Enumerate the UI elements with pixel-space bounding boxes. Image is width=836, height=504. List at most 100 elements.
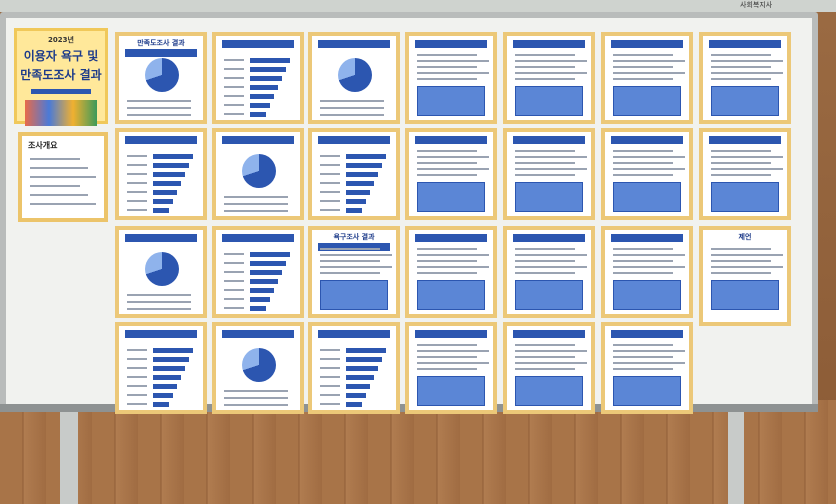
report-card — [308, 32, 400, 124]
bar — [153, 172, 185, 177]
text-line — [320, 349, 340, 351]
text-line — [320, 100, 384, 102]
text-line — [127, 191, 147, 193]
text-line — [711, 150, 771, 152]
text-line — [613, 368, 673, 370]
report-card — [503, 322, 595, 414]
highlight-box — [417, 182, 485, 212]
report-card — [601, 128, 693, 220]
bar — [250, 67, 286, 72]
text-line — [320, 209, 340, 211]
text-line — [320, 114, 384, 116]
text-line — [224, 397, 288, 399]
bar — [346, 375, 374, 380]
text-line — [711, 174, 771, 176]
report-card: 만족도조사 결과 — [115, 32, 207, 124]
text-line — [320, 358, 340, 360]
text-line — [711, 266, 783, 268]
text-line — [515, 54, 575, 56]
text-line — [127, 182, 147, 184]
text-line — [515, 266, 587, 268]
bar — [153, 154, 193, 159]
text-line — [127, 349, 147, 351]
text-line — [30, 194, 88, 196]
text-line — [515, 78, 575, 80]
text-line — [224, 210, 288, 212]
text-line — [417, 272, 477, 274]
text-line — [127, 376, 147, 378]
text-line — [417, 362, 489, 364]
card-header — [513, 136, 585, 144]
text-line — [711, 162, 771, 164]
text-line — [417, 368, 477, 370]
card-header — [318, 136, 390, 144]
card-header — [125, 136, 197, 144]
card-header — [415, 330, 487, 338]
pie-chart — [338, 58, 372, 92]
bar — [346, 154, 386, 159]
text-line — [417, 260, 477, 262]
report-card — [699, 32, 791, 124]
text-line — [320, 394, 340, 396]
card-header — [611, 330, 683, 338]
report-card — [405, 226, 497, 318]
board-leg — [728, 412, 744, 504]
text-line — [711, 168, 783, 170]
card-header — [513, 330, 585, 338]
highlight-box — [515, 86, 583, 116]
card-header — [709, 136, 781, 144]
text-line — [613, 350, 685, 352]
text-line — [515, 174, 575, 176]
bar — [250, 76, 282, 81]
pie-chart — [242, 348, 276, 382]
poster-year: 2023년 — [48, 36, 74, 44]
card-header — [415, 136, 487, 144]
bar — [346, 172, 378, 177]
highlight-box — [515, 182, 583, 212]
text-line — [320, 266, 392, 268]
text-line — [127, 164, 147, 166]
highlight-box — [711, 182, 779, 212]
text-line — [515, 260, 575, 262]
report-card — [503, 128, 595, 220]
text-line — [224, 104, 244, 106]
bar — [250, 306, 266, 311]
text-line — [613, 66, 673, 68]
bar — [153, 375, 181, 380]
text-line — [711, 60, 783, 62]
bar — [346, 190, 370, 195]
card-header — [709, 40, 781, 48]
text-line — [320, 403, 340, 405]
bar — [153, 199, 173, 204]
text-line — [515, 66, 575, 68]
poster-title: 만족도조사 결과 — [20, 68, 102, 82]
report-card — [115, 128, 207, 220]
bar — [346, 181, 374, 186]
highlight-box — [613, 182, 681, 212]
bar — [250, 103, 270, 108]
text-line — [320, 107, 384, 109]
bar — [250, 252, 290, 257]
text-line — [320, 272, 380, 274]
text-line — [417, 266, 489, 268]
pie-chart — [242, 154, 276, 188]
bar — [346, 208, 362, 213]
highlight-box — [613, 376, 681, 406]
highlight-box — [417, 86, 485, 116]
report-card — [601, 32, 693, 124]
text-line — [613, 344, 673, 346]
report-card — [212, 32, 304, 124]
bar — [250, 112, 266, 117]
text-line — [417, 248, 477, 250]
highlight-box — [515, 280, 583, 310]
pie-chart — [145, 252, 179, 286]
text-line — [417, 356, 477, 358]
text-line — [417, 162, 477, 164]
text-line — [613, 162, 673, 164]
bar — [153, 402, 169, 407]
text-line — [127, 200, 147, 202]
text-line — [30, 185, 80, 187]
text-line — [515, 254, 587, 256]
text-line — [613, 260, 673, 262]
